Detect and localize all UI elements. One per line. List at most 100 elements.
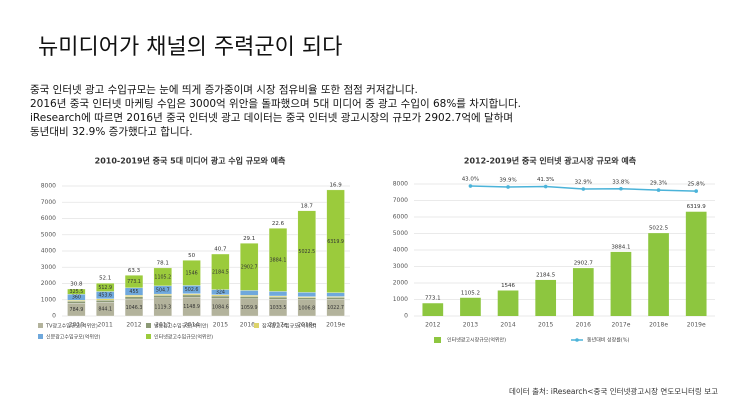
legend-label: 인터넷광고수입규모(억위안): [154, 334, 213, 341]
bar-segment: [124, 275, 144, 289]
data-label: 360: [72, 295, 81, 301]
data-label: 325.5: [70, 289, 84, 295]
bar-segment: [268, 296, 288, 300]
bar: [497, 290, 519, 316]
data-label: 1046.3: [126, 305, 143, 311]
data-label: 1546: [501, 283, 515, 289]
data-label: 6319.9: [687, 204, 707, 210]
x-tick-label: 2010: [69, 322, 84, 329]
x-tick-label: 2015: [538, 322, 553, 329]
legend-swatch: [575, 338, 579, 342]
data-label: 1148.9: [183, 304, 200, 310]
bar: [572, 268, 594, 316]
top-label: 78.1: [157, 260, 169, 266]
slide-title: 뉴미디어가 채널의 주력군이 되다: [38, 35, 342, 60]
data-label: 32.9%: [575, 180, 592, 186]
bar: [460, 297, 481, 316]
bar-segment: [297, 292, 316, 297]
chart-title: 2010-2019년 중국 5대 미디어 광고 수입 규모와 예측: [95, 156, 286, 166]
top-label: 29.1: [243, 236, 255, 242]
top-label: 16.9: [329, 182, 342, 188]
bar-segment: [96, 300, 115, 303]
x-tick-label: 2012: [126, 322, 141, 329]
paragraph: 동년대비 32.9% 증가했다고 합니다.: [30, 126, 193, 138]
data-label: 1105.2: [154, 274, 171, 280]
line-point: [656, 188, 661, 192]
data-label: 455: [129, 289, 138, 295]
bar-segment: [211, 295, 230, 299]
chart-title: 2012-2019년 중국 인터넷 광고시장 규모와 예측: [464, 156, 637, 166]
x-tick-label: 2016e: [240, 322, 259, 329]
x-tick-label: 2016: [576, 322, 591, 329]
data-label: 25.8%: [687, 182, 704, 188]
data-label: 773.1: [127, 279, 141, 285]
data-label: 2902.7: [241, 264, 258, 270]
data-label: 5022.5: [649, 226, 669, 232]
legend-swatch: [38, 323, 43, 328]
y-tick-label: 3000: [393, 263, 408, 270]
data-label: 3884.1: [611, 244, 630, 250]
y-tick-label: 4000: [41, 248, 56, 255]
bar-segment: [67, 288, 86, 295]
y-tick-label: 4000: [393, 247, 408, 254]
x-tick-label: 2018e: [297, 322, 316, 329]
y-tick-label: 1000: [393, 296, 408, 303]
data-label: 1105.2: [461, 290, 480, 296]
line-point: [619, 186, 623, 191]
y-tick-label: 5000: [393, 230, 408, 237]
bar-segment: [240, 290, 259, 296]
data-label: 3884.1: [270, 257, 287, 263]
legend-label: 잡지광고수입규모(억위안): [262, 323, 317, 330]
data-label: 39.9%: [499, 177, 516, 183]
data-label: 2902.7: [574, 261, 594, 267]
data-label: 6319.9: [327, 239, 344, 245]
data-label: 43.0%: [462, 177, 479, 183]
x-tick-label: 2014: [500, 322, 515, 329]
x-tick-label: 2012: [425, 322, 440, 329]
y-tick-label: 0: [404, 313, 408, 320]
data-label: 1006.8: [298, 305, 315, 311]
top-label: 22.6: [272, 221, 285, 227]
bar: [535, 279, 557, 316]
legend-swatch: [146, 334, 151, 339]
line-point: [506, 185, 510, 189]
bar-segment: [67, 301, 86, 304]
bar-segment: [268, 228, 288, 292]
y-tick-label: 5000: [41, 231, 56, 238]
source: 데이터 출처: iResearch<중국 인터넷광고시장 연도모니터링 보고: [509, 386, 718, 396]
bar-segment: [326, 292, 345, 297]
bar-segment: [326, 297, 345, 300]
bar-segment: [124, 295, 144, 297]
y-tick-label: 1000: [41, 296, 56, 303]
x-tick-label: 2015: [213, 322, 228, 329]
top-label: 50: [188, 253, 195, 259]
y-tick-label: 8000: [393, 181, 408, 188]
data-label: 1546: [185, 270, 197, 276]
x-tick-label: 2011: [98, 322, 113, 329]
line-point: [543, 184, 548, 189]
x-tick-label: 2013: [463, 322, 478, 329]
x-tick-label: 2019e: [326, 322, 345, 329]
top-label: 40.7: [214, 247, 227, 253]
data-label: 2184.5: [212, 269, 229, 275]
legend-label: TV광고수입규모(억위안): [45, 323, 98, 330]
data-label: 1033.5: [270, 305, 287, 311]
x-tick-label: 2013: [155, 322, 170, 329]
bar-segment: [268, 295, 288, 298]
bar-segment: [96, 283, 115, 292]
bar-segment: [182, 293, 201, 296]
legend-label: 인터넷광고시장규모(억위안): [447, 337, 506, 344]
legend-swatch: [38, 334, 43, 339]
y-tick-label: 2000: [41, 280, 56, 287]
data-label: 502.6: [185, 287, 199, 293]
line-point: [581, 187, 586, 191]
x-tick-label: 2017e: [611, 322, 630, 329]
y-tick-label: 7000: [41, 199, 56, 206]
bar-segment: [240, 243, 259, 291]
data-label: 2184.5: [536, 272, 556, 278]
data-label: 324: [216, 290, 225, 296]
data-label: 1119.3: [154, 304, 171, 310]
x-tick-label: 2019e: [687, 322, 706, 329]
bar-segment: [326, 189, 345, 293]
data-label: 33.8%: [612, 179, 629, 185]
